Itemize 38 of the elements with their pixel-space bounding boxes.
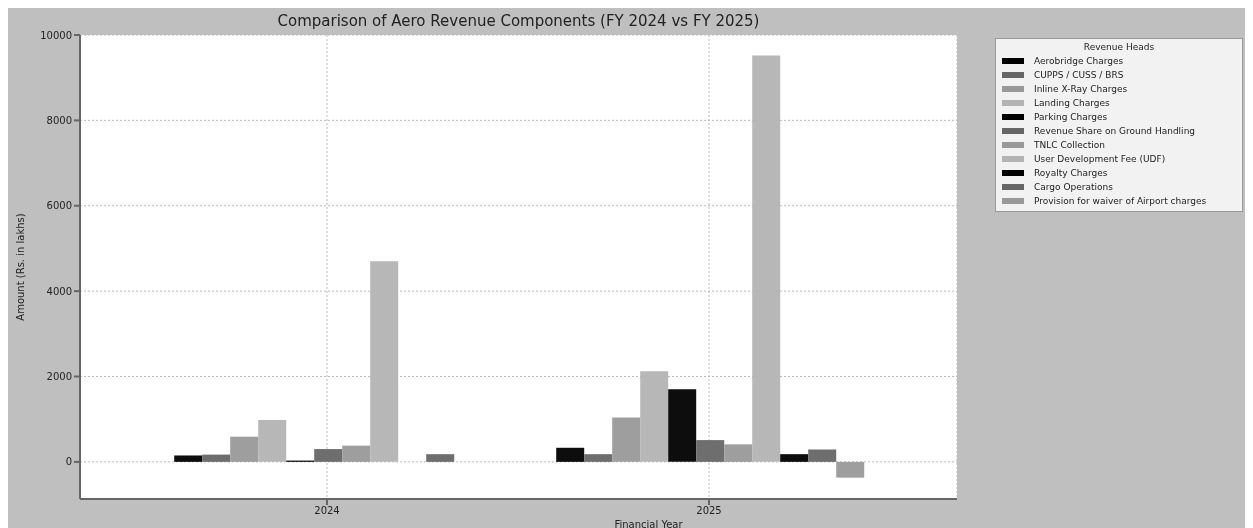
legend-label: Inline X-Ray Charges — [1034, 84, 1128, 94]
y-tick-label: 10000 — [40, 29, 72, 41]
bar — [314, 449, 343, 462]
x-tick-label: 2024 — [314, 505, 340, 517]
bar — [696, 440, 725, 462]
bar — [612, 417, 641, 462]
bar — [342, 445, 371, 462]
legend-label: Aerobridge Charges — [1034, 56, 1124, 66]
legend-label: TNLC Collection — [1034, 140, 1105, 150]
bar — [780, 454, 809, 462]
y-axis-title: Amount (Rs. in lakhs) — [14, 213, 26, 321]
bar — [668, 389, 697, 462]
y-tick-label: 8000 — [46, 114, 72, 126]
chart-title: Comparison of Aero Revenue Components (FY 2024 vs FY 2025) — [276, 12, 761, 30]
bar — [202, 454, 231, 462]
legend-label: CUPPS / CUSS / BRS — [1034, 70, 1124, 80]
bar — [426, 454, 455, 462]
legend-label: Cargo Operations — [1034, 182, 1113, 192]
x-axis-title: Financial Year — [614, 519, 684, 528]
legend-title: Revenue Heads — [1082, 42, 1156, 52]
y-tick-label: 4000 — [46, 285, 72, 297]
bar — [556, 447, 585, 462]
y-tick-label: 2000 — [46, 371, 72, 383]
x-tick-label: 2025 — [696, 505, 722, 517]
legend-label: Provision for waiver of Airport charges — [1034, 196, 1207, 206]
bar — [174, 455, 203, 462]
bar — [724, 444, 753, 462]
bar — [230, 436, 259, 462]
bar — [584, 454, 613, 462]
y-tick-label: 0 — [65, 456, 72, 468]
bar — [836, 461, 865, 478]
y-tick-label: 6000 — [46, 200, 72, 212]
bar — [808, 449, 837, 462]
legend-label: Royalty Charges — [1034, 168, 1108, 178]
legend-label: Parking Charges — [1034, 112, 1108, 122]
legend-label: Revenue Share on Ground Handling — [1034, 126, 1196, 136]
legend-label: Landing Charges — [1034, 98, 1110, 108]
legend-label: User Development Fee (UDF) — [1034, 154, 1166, 164]
